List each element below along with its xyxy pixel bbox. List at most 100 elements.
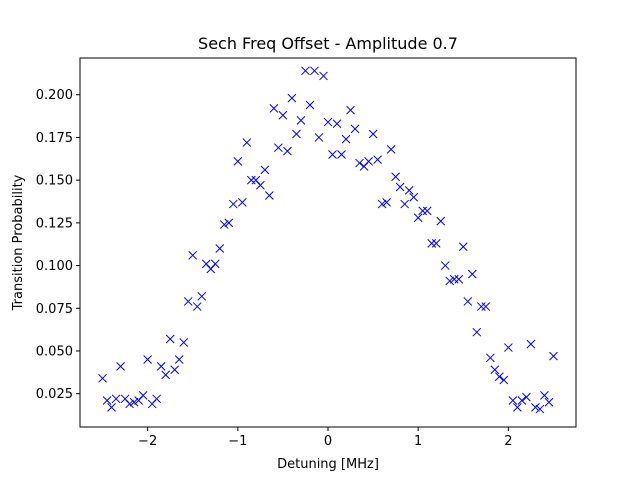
data-point	[278, 110, 288, 120]
data-point	[508, 396, 518, 405]
data-point	[540, 391, 549, 400]
data-point	[265, 191, 274, 200]
data-point	[102, 396, 112, 405]
data-point	[526, 339, 536, 349]
data-point	[292, 129, 301, 139]
data-point	[161, 370, 171, 380]
data-point	[165, 334, 175, 344]
x-tick-label: −1	[228, 434, 247, 449]
data-point	[192, 302, 202, 311]
axis-ticks: −2 −1 0 1 2 0.025 0.050 0.075 0.100 0.125 0.150 0.1…	[36, 88, 513, 449]
data-point	[143, 355, 152, 364]
data-point	[368, 129, 378, 139]
data-point	[323, 117, 333, 127]
data-point	[431, 239, 441, 248]
data-point	[237, 198, 247, 207]
data-point	[337, 150, 346, 159]
data-point	[418, 206, 428, 216]
x-tick-label: 2	[504, 434, 512, 449]
data-point	[274, 143, 283, 153]
data-point	[504, 343, 513, 352]
data-point	[314, 133, 324, 142]
data-point	[125, 399, 134, 409]
data-point	[427, 239, 437, 248]
data-point	[454, 274, 464, 284]
y-tick-label: 0.175	[36, 131, 73, 146]
data-points	[98, 66, 558, 414]
data-point	[400, 199, 410, 209]
data-point	[328, 150, 337, 159]
data-point	[350, 124, 360, 134]
y-tick-label: 0.050	[36, 344, 73, 359]
data-point	[269, 104, 279, 113]
data-point	[197, 291, 207, 301]
data-point	[395, 182, 405, 192]
data-point	[210, 259, 220, 269]
data-point	[129, 397, 139, 407]
data-point	[242, 138, 252, 147]
data-point	[409, 192, 419, 202]
data-point	[386, 145, 396, 154]
data-point	[391, 172, 400, 182]
data-point	[364, 157, 373, 166]
data-point	[179, 338, 189, 347]
data-point	[531, 403, 540, 412]
data-point	[174, 355, 184, 364]
data-point	[449, 274, 459, 284]
data-point	[436, 216, 446, 226]
data-point	[287, 93, 297, 103]
data-point	[472, 327, 482, 337]
data-point	[138, 391, 148, 400]
y-tick-label: 0.150	[36, 174, 73, 189]
data-point	[463, 297, 473, 306]
data-point	[152, 394, 162, 404]
data-point	[215, 244, 225, 253]
data-point	[107, 403, 116, 412]
data-point	[413, 213, 423, 223]
y-tick-label: 0.025	[36, 387, 73, 402]
data-point	[422, 206, 432, 216]
x-tick-label: 0	[324, 434, 332, 449]
data-point	[476, 302, 486, 311]
data-point	[499, 375, 509, 385]
data-point	[310, 66, 319, 76]
y-tick-label: 0.125	[36, 216, 73, 231]
data-point	[522, 392, 531, 402]
data-point	[332, 119, 342, 129]
data-point	[373, 155, 382, 164]
data-point	[156, 362, 166, 371]
data-point	[440, 261, 450, 270]
data-point	[535, 404, 545, 414]
x-tick-label: −2	[138, 434, 157, 449]
data-point	[170, 365, 180, 375]
data-point	[256, 180, 265, 190]
data-point	[481, 302, 491, 311]
data-point	[341, 134, 351, 144]
data-point	[188, 250, 198, 260]
data-point	[458, 242, 468, 252]
data-point	[116, 362, 125, 371]
data-point	[382, 198, 391, 207]
data-point	[319, 71, 328, 81]
data-point	[544, 397, 554, 407]
data-point	[494, 372, 504, 381]
data-point	[183, 297, 193, 306]
data-point	[233, 157, 243, 166]
data-point	[549, 351, 558, 361]
y-tick-label: 0.200	[36, 88, 73, 103]
data-point	[485, 353, 495, 363]
data-point	[246, 175, 256, 185]
data-point	[296, 116, 306, 125]
y-tick-label: 0.075	[36, 302, 73, 317]
data-point	[260, 165, 270, 175]
data-point	[377, 199, 387, 209]
data-point	[490, 365, 500, 375]
y-axis-label: Transition Probability	[11, 174, 26, 311]
chart-title: Sech Freq Offset - Amplitude 0.7	[198, 34, 458, 53]
x-tick-label: 1	[414, 434, 422, 449]
data-point	[513, 403, 522, 412]
data-point	[305, 100, 315, 110]
data-point	[283, 146, 292, 156]
data-point	[445, 276, 455, 286]
